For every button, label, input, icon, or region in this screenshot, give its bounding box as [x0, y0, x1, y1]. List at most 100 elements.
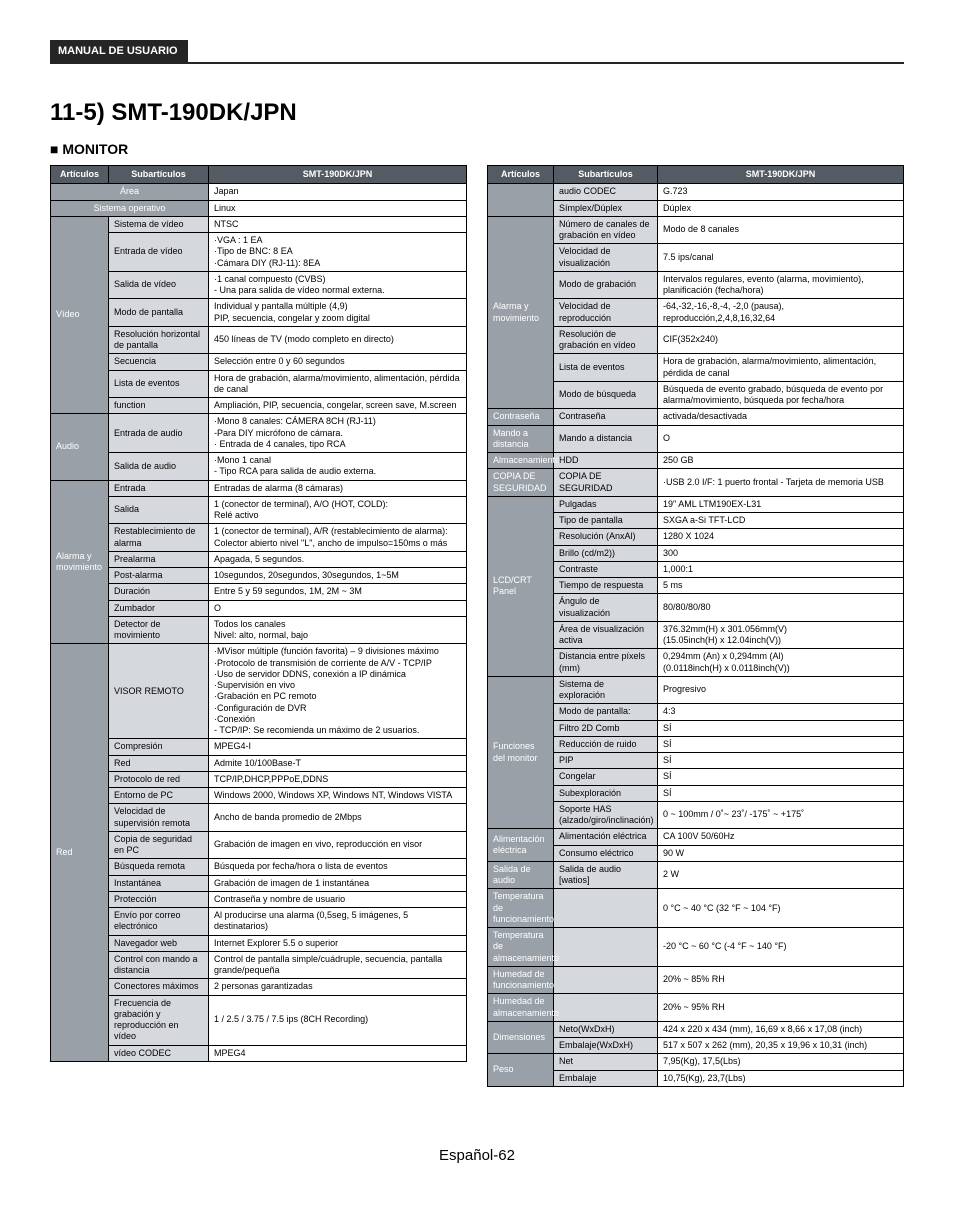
monfunc-val-2: SÍ [658, 720, 904, 736]
monfunc-sub-1: Modo de pantalla: [554, 704, 658, 720]
ophum-sub [554, 966, 658, 994]
red-sub-0: VISOR REMOTO [109, 644, 209, 739]
video-val-6: Hora de grabación, alarma/movimiento, al… [209, 370, 467, 398]
ophum-cat: Humedad de funcionamiento [488, 966, 554, 994]
alarm-left-sub-3: Prealarma [109, 551, 209, 567]
alarm-left-val-3: Apagada, 5 segundos. [209, 551, 467, 567]
monfunc-sub-2: Filtro 2D Comb [554, 720, 658, 736]
pwd-val: activada/desactivada [658, 409, 904, 425]
alarm-right-sub-1: Velocidad de visualización [554, 244, 658, 272]
red-sub-6: Copia de seguridad en PC [109, 831, 209, 859]
optemp-sub [554, 889, 658, 928]
alarm-left-sub-6: Zumbador [109, 600, 209, 616]
power-sub-1: Consumo eléctrico [554, 845, 658, 861]
video-sub-3: Modo de pantalla [109, 299, 209, 327]
monfunc-val-3: SÍ [658, 736, 904, 752]
remote-val: O [658, 425, 904, 453]
monfunc-cat: Funciones del monitor [488, 676, 554, 829]
pwd-sub: Contraseña [554, 409, 658, 425]
alarm-right-sub-4: Resolución de grabación en vídeo [554, 326, 658, 354]
red-val-0: ·MVisor múltiple (función favorita) – 9 … [209, 644, 467, 739]
audio-val-1: ·Mono 1 canal - Tipo RCA para salida de … [209, 453, 467, 481]
video-val-0: NTSC [209, 216, 467, 232]
storhum-sub [554, 994, 658, 1022]
red-val-12: Control de pantalla simple/cuádruple, se… [209, 951, 467, 979]
dims-val-1: 517 x 507 x 262 (mm), 20,35 x 19,96 x 10… [658, 1038, 904, 1054]
alarm-right-val-6: Búsqueda de evento grabado, búsqueda de … [658, 381, 904, 409]
red-val-9: Contraseña y nombre de usuario [209, 891, 467, 907]
alarm-left-sub-2: Restablecimiento de alarma [109, 524, 209, 552]
alarm-right-sub-5: Lista de eventos [554, 354, 658, 382]
audio-sub-0: Entrada de audio [109, 414, 209, 453]
alarm-left-sub-1: Salida [109, 496, 209, 524]
red-sub-11: Navegador web [109, 935, 209, 951]
alarm-left-sub-5: Duración [109, 584, 209, 600]
monfunc-sub-5: Congelar [554, 769, 658, 785]
power-cat: Alimentación eléctrica [488, 829, 554, 862]
dims-cat: Dimensiones [488, 1021, 554, 1054]
video-sub-1: Entrada de vídeo [109, 233, 209, 272]
alarm-right-val-3: -64,-32,-16,-8,-4, -2,0 (pausa), reprodu… [658, 299, 904, 327]
backup-cat: COPIA DE SEGURIDAD [488, 469, 554, 497]
monfunc-val-1: 4:3 [658, 704, 904, 720]
lcd-sub-8: Distancia entre píxels (mm) [554, 649, 658, 677]
red-sub-15: vídeo CODEC [109, 1045, 209, 1061]
audio-val-0: ·Mono 8 canales: CÁMERA 8CH (RJ-11) -Par… [209, 414, 467, 453]
red-sub-8: Instantánea [109, 875, 209, 891]
weight-val-1: 10,75(Kg), 23,7(Lbs) [658, 1070, 904, 1086]
lcd-sub-3: Brillo (cd/m2)) [554, 545, 658, 561]
lcd-val-5: 5 ms [658, 578, 904, 594]
alarm-left-val-5: Entre 5 y 59 segundos, 1M, 2M ~ 3M [209, 584, 467, 600]
lcd-val-0: 19" AML LTM190EX-L31 [658, 496, 904, 512]
col-subarticulos: Subartículos [109, 166, 209, 184]
backup-sub: COPIA DE SEGURIDAD [554, 469, 658, 497]
alarm-left-cat: Alarma y movimiento [51, 480, 109, 644]
storhum-cat: Humedad de almacenamiento [488, 994, 554, 1022]
audio-cat: Audio [51, 414, 109, 480]
audioout-val: 2 W [658, 861, 904, 889]
red-sub-1: Compresión [109, 739, 209, 755]
optemp-val: 0 °C ~ 40 °C (32 °F ~ 104 °F) [658, 889, 904, 928]
red-val-1: MPEG4-I [209, 739, 467, 755]
alarm-right-val-2: Intervalos regulares, evento (alarma, mo… [658, 271, 904, 299]
area-label: Área [51, 184, 209, 200]
red-val-7: Búsqueda por fecha/hora o lista de event… [209, 859, 467, 875]
col-subarticulos-r: Subartículos [554, 166, 658, 184]
lcd-sub-2: Resolución (AnxAl) [554, 529, 658, 545]
video-sub-4: Resolución horizontal de pantalla [109, 326, 209, 354]
lcd-val-1: SXGA a-Si TFT-LCD [658, 513, 904, 529]
video-sub-0: Sistema de vídeo [109, 216, 209, 232]
red-sub-5: Velocidad de supervisión remota [109, 804, 209, 832]
monfunc-val-7: 0 ~ 100mm / 0˚~ 23˚/ -175˚ ~ +175˚ [658, 801, 904, 829]
alarm-left-sub-4: Post-alarma [109, 568, 209, 584]
lcd-sub-6: Ángulo de visualización [554, 594, 658, 622]
alarm-left-sub-0: Entrada [109, 480, 209, 496]
red-val-5: Ancho de banda promedio de 2Mbps [209, 804, 467, 832]
cont-sub-1: Símplex/Dúplex [554, 200, 658, 216]
lcd-sub-4: Contraste [554, 561, 658, 577]
lcd-sub-0: Pulgadas [554, 496, 658, 512]
power-sub-0: Alimentación eléctrica [554, 829, 658, 845]
monfunc-sub-4: PIP [554, 753, 658, 769]
alarm-right-sub-3: Velocidad de reproducción [554, 299, 658, 327]
stortemp-val: -20 °C ~ 60 °C (-4 °F ~ 140 °F) [658, 928, 904, 967]
left-spec-table: Artículos Subartículos SMT-190DK/JPN Áre… [50, 165, 467, 1062]
stortemp-cat: Temperatura de almacenamiento [488, 928, 554, 967]
dims-sub-1: Embalaje(WxDxH) [554, 1038, 658, 1054]
cont-val-1: Dúplex [658, 200, 904, 216]
section-title: 11-5) SMT-190DK/JPN [50, 99, 904, 127]
weight-sub-0: Net [554, 1054, 658, 1070]
alarm-right-val-1: 7.5 ips/canal [658, 244, 904, 272]
alarm-left-val-0: Entradas de alarma (8 cámaras) [209, 480, 467, 496]
video-val-7: Ampliación, PIP, secuencia, congelar, sc… [209, 398, 467, 414]
monfunc-sub-3: Reducción de ruido [554, 736, 658, 752]
col-model: SMT-190DK/JPN [209, 166, 467, 184]
right-spec-table: Artículos Subartículos SMT-190DK/JPN aud… [487, 165, 904, 1087]
cont-sub-0: audio CODEC [554, 184, 658, 200]
lcd-val-7: 376.32mm(H) x 301.056mm(V) (15.05inch(H)… [658, 621, 904, 649]
alarm-right-sub-6: Modo de búsqueda [554, 381, 658, 409]
lcd-sub-7: Área de visualización activa [554, 621, 658, 649]
video-cat: Vídeo [51, 216, 109, 414]
col-articulos: Artículos [51, 166, 109, 184]
red-sub-3: Protocolo de red [109, 771, 209, 787]
